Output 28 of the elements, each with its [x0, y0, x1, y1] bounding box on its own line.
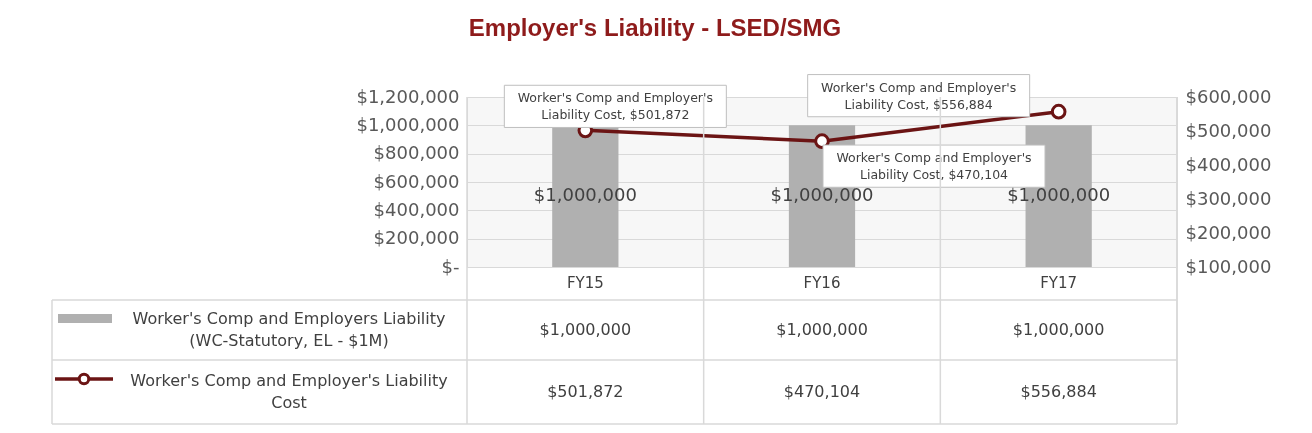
- data-label: $1,000,000: [776, 320, 868, 339]
- point: [1050, 103, 1067, 120]
- chart-title: Employer's Liability - LSED/SMG: [468, 13, 842, 41]
- x-tick-label: FY15: [566, 273, 604, 292]
- y2-tick-label: $300,000: [1185, 187, 1272, 209]
- data-label: $470,104: [783, 382, 861, 401]
- y-tick-label: $600,000: [373, 170, 460, 192]
- x-tick-label: FY17: [1040, 273, 1078, 292]
- legend-label: Worker's Comp and Employer's Liability Cost: [130, 371, 448, 412]
- data-label: $1,000,000: [1012, 320, 1105, 339]
- data-label: $556,884: [1020, 382, 1097, 401]
- annotation: Worker's Comp and Employer's Liability Cost, $556,884: [821, 79, 1017, 112]
- y2-tick-label: $400,000: [1185, 153, 1272, 175]
- y2-tick-label: $200,000: [1185, 221, 1272, 243]
- y-tick-label: $-: [441, 255, 460, 277]
- y2-tick-label: $100,000: [1185, 255, 1272, 277]
- x-tick-label: FY16: [803, 273, 841, 292]
- y-tick-label: $800,000: [373, 142, 460, 164]
- legend-label: Worker's Comp and Employers Liability (WC-Statutory, EL - $1M): [132, 309, 446, 350]
- y-tick-label: $400,000: [373, 198, 460, 220]
- y2-tick-label: $600,000: [1185, 85, 1272, 107]
- y2-tick-label: $500,000: [1185, 119, 1272, 141]
- y-tick-label: $1,000,000: [356, 113, 460, 135]
- data-label: $1,000,000: [539, 320, 632, 339]
- y-tick-label: $200,000: [373, 227, 460, 249]
- y-tick-label: $1,200,000: [356, 85, 460, 107]
- annotation: Worker's Comp and Employer's Liability Cost, $501,872: [517, 90, 713, 123]
- data-label: $501,872: [547, 382, 624, 401]
